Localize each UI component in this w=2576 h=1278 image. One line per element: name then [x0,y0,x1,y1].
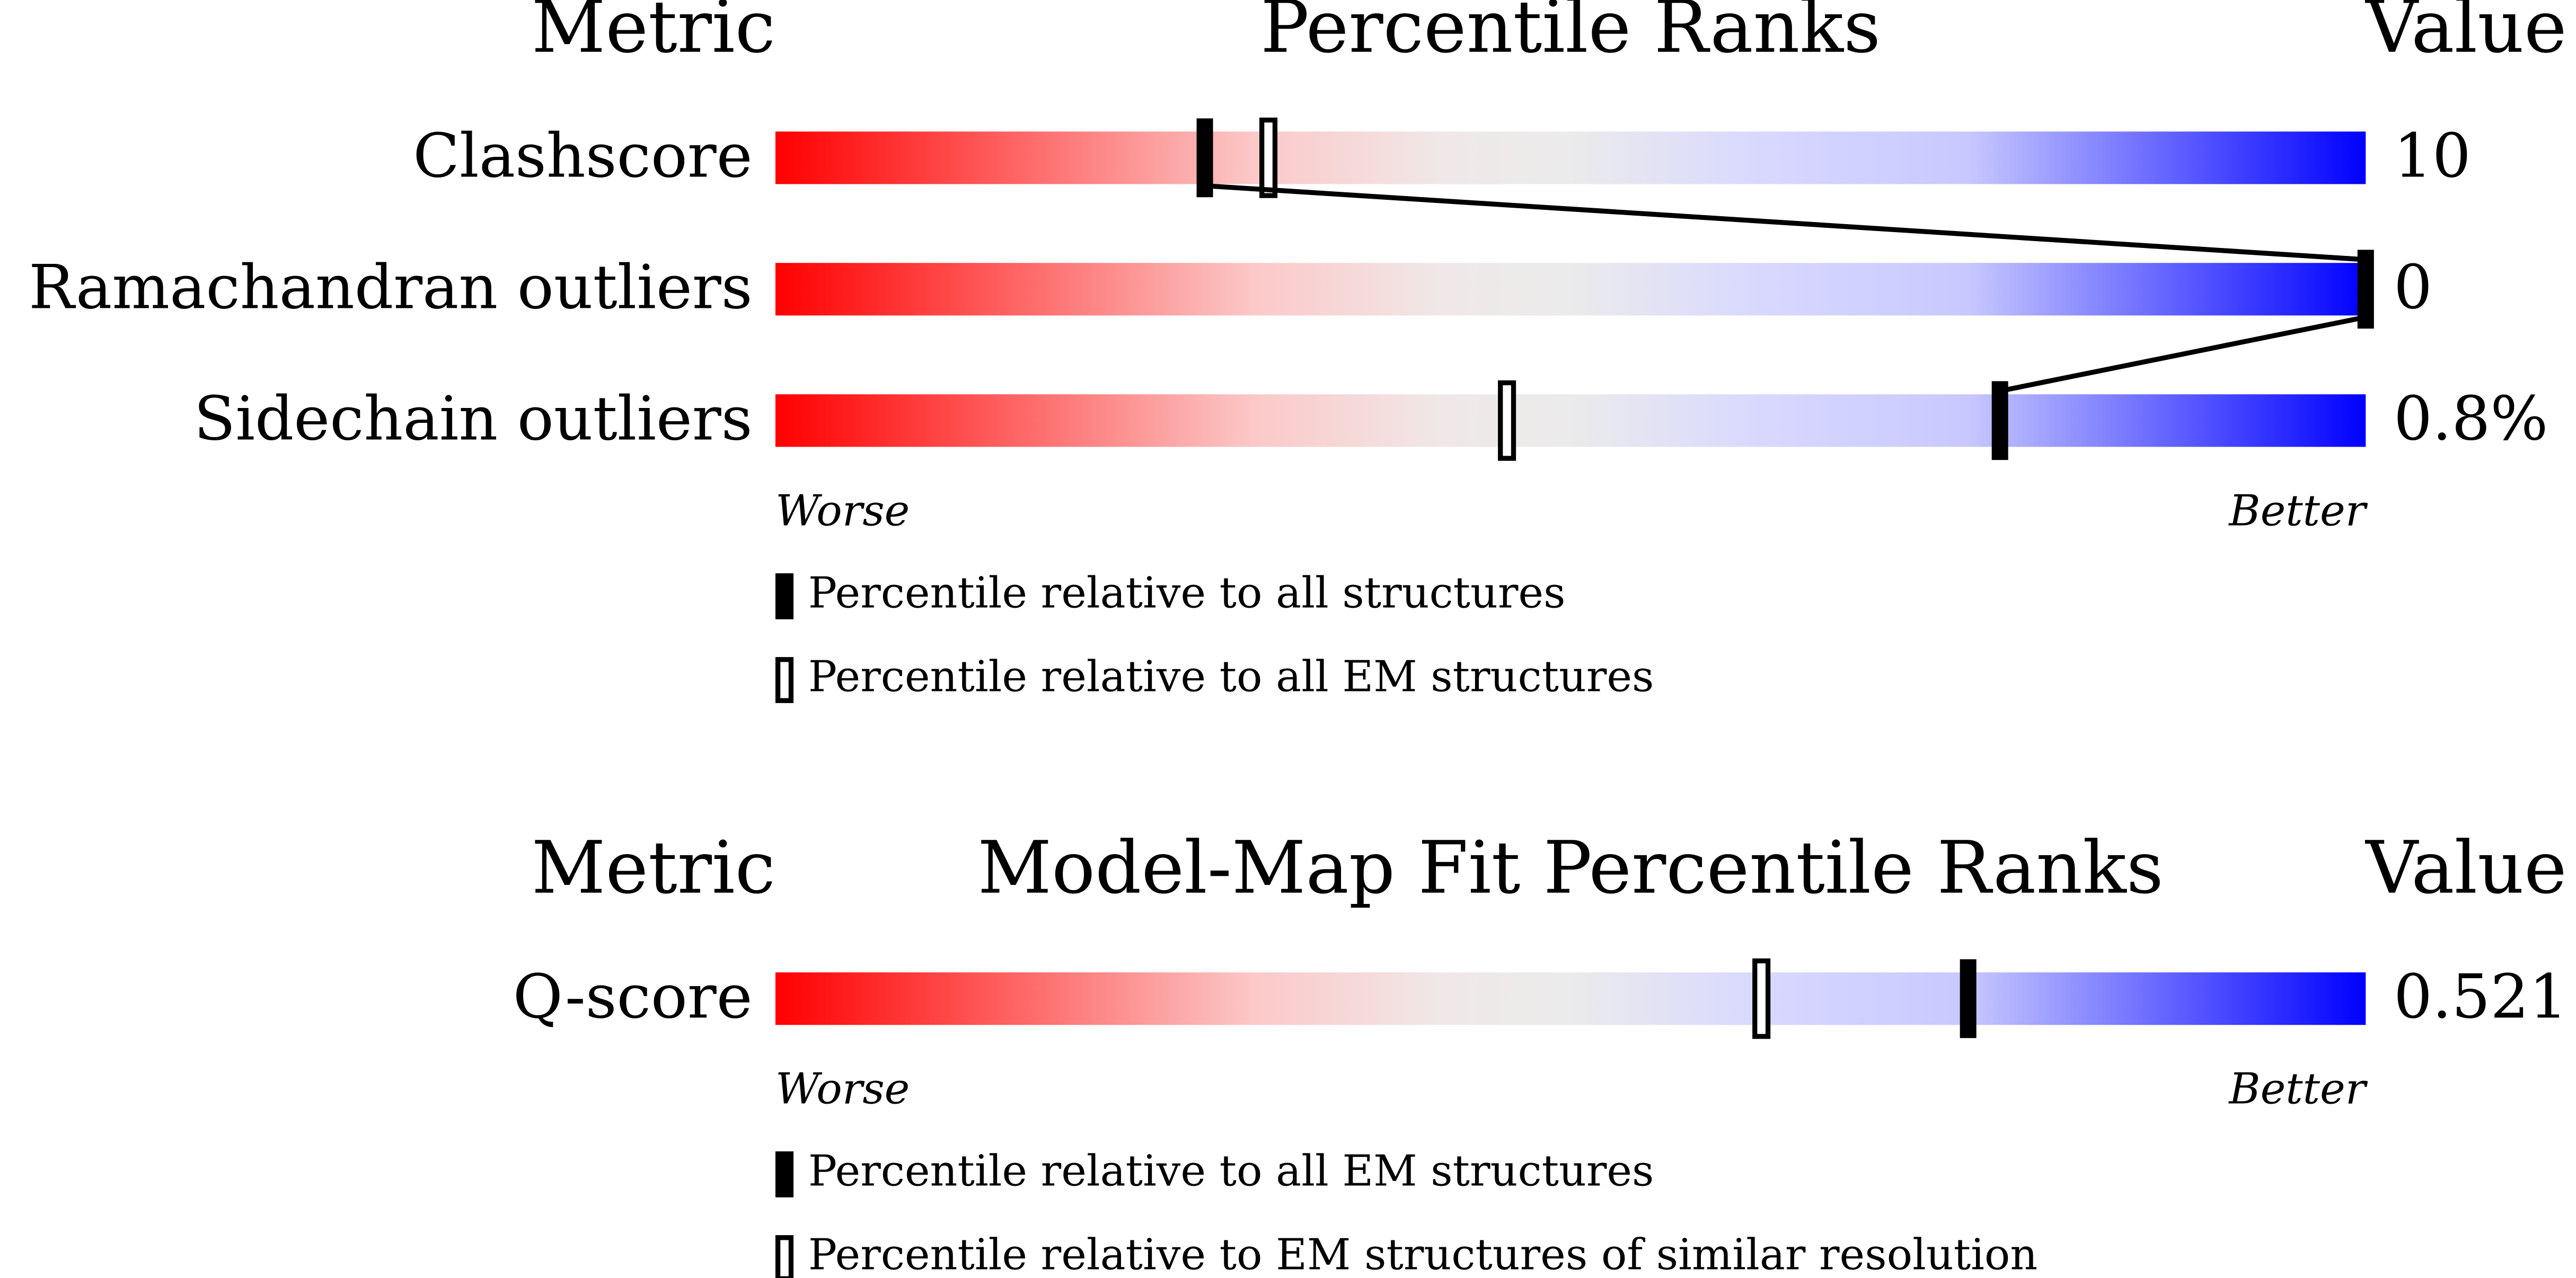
metric-label: Q-score [513,962,753,1032]
metric-value: 0 [2394,253,2432,323]
percentile-bar [775,131,2366,184]
legend-marker-open [775,1235,794,1278]
percentile-marker-open [1498,380,1516,461]
better-label: Better [2228,486,2368,536]
percentile-marker-filled [2357,250,2374,329]
connector [1999,314,2367,394]
metric-value: 0.521 [2394,962,2568,1032]
percentile-marker-filled [1991,381,2008,460]
metric-value: 10 [2394,121,2471,192]
metric-header: Metric [532,826,775,910]
percentile-marker-filled [1960,959,1977,1039]
worse-label: Worse [775,486,910,536]
connector [1204,183,2366,262]
panel-title: Percentile Ranks [1260,0,1881,69]
value-header: Value [2365,826,2566,910]
metric-label: Ramachandran outliers [29,253,752,323]
percentile-bar [775,972,2366,1025]
panel-title: Model-Map Fit Percentile Ranks [977,826,2163,910]
legend-marker-open [775,657,794,703]
percentile-bar [775,263,2366,316]
better-label: Better [2228,1064,2368,1114]
metric-header: Metric [532,0,775,69]
worse-label: Worse [775,1064,910,1114]
legend-marker-filled [775,1151,794,1197]
legend-label: Percentile relative to EM structures of … [808,1230,2037,1278]
value-header: Value [2365,0,2566,69]
percentile-marker-open [1259,117,1278,198]
percentile-bar [775,394,2366,447]
legend-label: Percentile relative to all structures [808,568,1566,618]
legend-marker-filled [775,573,794,619]
legend-label: Percentile relative to all EM structures [808,652,1654,702]
legend-label: Percentile relative to all EM structures [808,1146,1654,1196]
metric-value: 0.8% [2394,384,2548,454]
metric-label: Clashscore [413,121,752,192]
metric-label: Sidechain outliers [194,384,753,454]
percentile-marker-open [1752,958,1771,1039]
